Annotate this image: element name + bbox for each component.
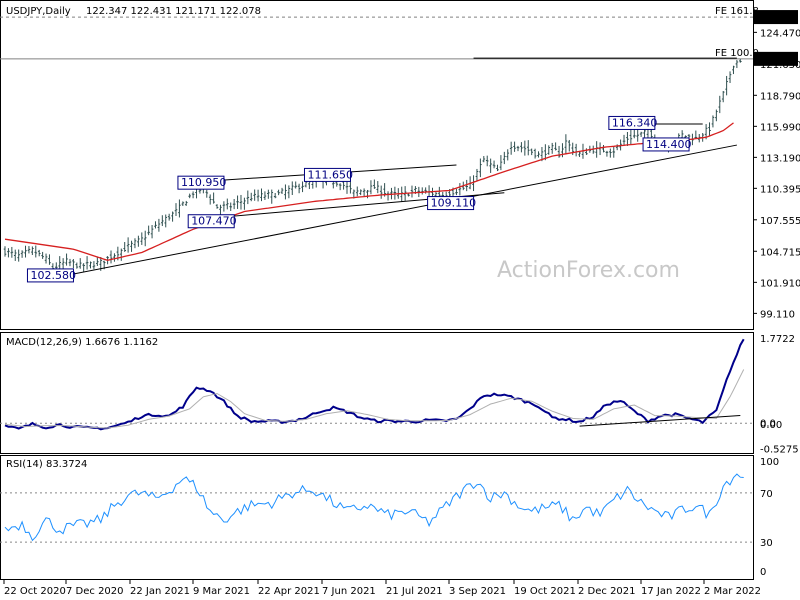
price-panel-frame: [0, 0, 754, 330]
level-label-box: [303, 167, 351, 182]
rsi-line: [4, 473, 744, 542]
x-axis-label: 9 Mar 2021: [193, 586, 250, 597]
price-axis-label: 113.190: [760, 153, 800, 164]
macd-axis-label: -0.5275: [760, 445, 799, 456]
x-axis-label: 22 Apr 2021: [258, 586, 320, 597]
fe-label: FE 100.0: [715, 48, 759, 59]
x-axis-label: 19 Oct 2021: [514, 586, 576, 597]
price-box: [754, 10, 798, 25]
watermark: ActionForex.com: [497, 258, 680, 283]
price-axis-label: 99.110: [760, 309, 795, 320]
level-label: 107.470: [191, 215, 237, 228]
price-axis-label: 104.715: [760, 247, 800, 258]
price-box-label: 125.850: [757, 13, 798, 24]
rsi-layer: [0, 473, 753, 543]
x-axis-label: 22 Jan 2021: [130, 586, 190, 597]
price-layer: FE 161.8 FE 100.0 102.580 107.470 110.950 111…: [0, 6, 759, 283]
rsi-axis-label: 100: [760, 457, 779, 468]
price-axis-label: 124.470: [760, 28, 800, 39]
level-label: 102.580: [30, 269, 76, 282]
price-axis-label: 107.555: [760, 216, 800, 227]
x-axis-label: 22 Oct 2020: [4, 586, 66, 597]
macd-panel-frame: [0, 332, 754, 454]
level-label-box: [26, 268, 74, 283]
sma-line: [4, 122, 734, 261]
macd-axis-label: 1.7722: [760, 334, 795, 345]
rsi-panel-frame: [0, 455, 754, 580]
price-axis-label: 110.395: [760, 184, 800, 195]
rsi-axis-label: 0: [760, 567, 766, 578]
x-axis-label: 7 Jun 2021: [322, 586, 376, 597]
price-box-label: 122.078: [757, 55, 798, 66]
rsi-axis-label: 70: [760, 489, 773, 500]
fe-label: FE 161.8: [715, 6, 759, 17]
level-label: 114.400: [646, 138, 692, 151]
macd-layer: [0, 338, 753, 431]
rsi-axis-label: 30: [760, 538, 773, 549]
level-label-box: [608, 115, 656, 130]
trendline: [52, 144, 737, 279]
macd-axis-label: 0.00: [760, 420, 782, 431]
macd-line: [4, 338, 745, 431]
macd-axis-label: 0.0: [760, 418, 776, 429]
level-label-box: [187, 214, 235, 229]
x-axis-label: 17 Jan 2022: [641, 586, 701, 597]
x-axis-label: 2 Dec 2021: [578, 586, 636, 597]
macd-signal-line: [4, 369, 745, 429]
x-axis-label: 21 Jul 2021: [386, 586, 443, 597]
price-axis-label: 101.910: [760, 278, 800, 289]
price-box: [754, 51, 798, 66]
chart-ohlc: 122.347 122.431 121.171 122.078: [86, 6, 261, 17]
macd-header: MACD(12,26,9) 1.6676 1.1162: [6, 337, 158, 348]
level-label: 109.110: [431, 197, 477, 210]
level-label-box: [177, 175, 225, 190]
price-axis-label: 115.990: [760, 122, 800, 133]
x-axis-label: 2 Mar 2022: [704, 586, 761, 597]
chart-symbol: USDJPY,Daily: [6, 6, 71, 17]
rsi-header: RSI(14) 83.3724: [6, 459, 87, 470]
level-label: 116.340: [612, 116, 658, 129]
level-label-box: [427, 196, 475, 211]
level-label: 110.950: [181, 176, 227, 189]
level-label: 111.650: [307, 168, 353, 181]
level-label-box: [642, 137, 690, 152]
x-axis-label: 7 Dec 2020: [66, 586, 124, 597]
x-axis-label: 3 Sep 2021: [449, 586, 506, 597]
price-axis-label: 118.790: [760, 91, 800, 102]
axis-layer: 124.470121.630118.790115.990113.190110.3…: [3, 10, 800, 597]
macd-trendline: [579, 415, 741, 427]
